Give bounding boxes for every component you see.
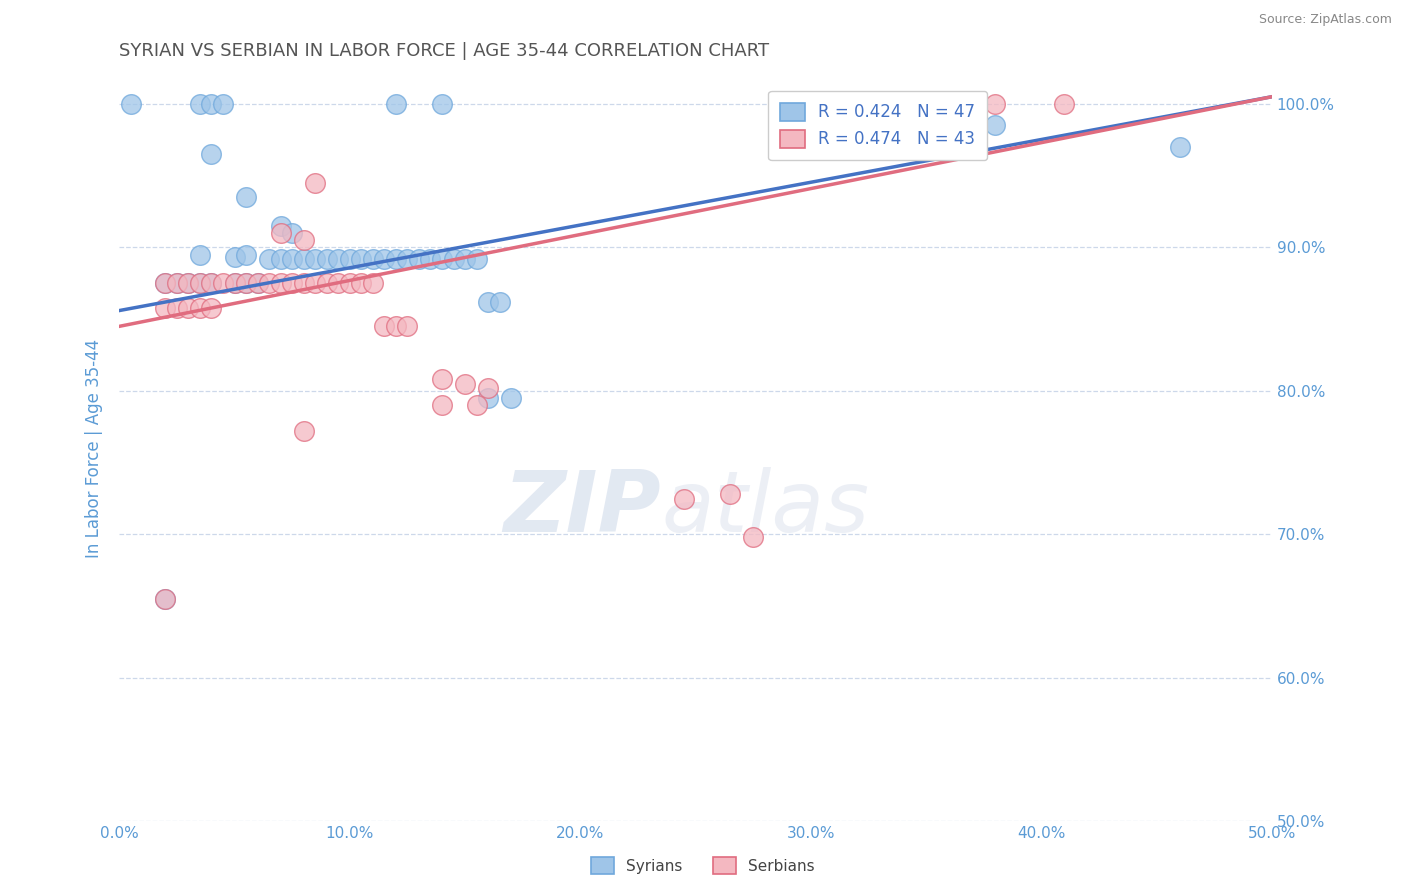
Point (270, 219, 292, 233)
Point (235, 247, 257, 261)
Point (166, 277, 188, 291)
Point (200, 301, 222, 315)
Point (281, 277, 304, 291)
Point (155, 592, 177, 607)
Point (292, 424, 315, 438)
Point (200, 277, 222, 291)
Point (501, 391, 523, 405)
Point (673, 491, 696, 506)
Point (155, 277, 177, 291)
Point (212, 96, 235, 111)
Point (477, 381, 499, 395)
Point (188, 277, 211, 291)
Point (315, 277, 337, 291)
Point (120, 96, 142, 111)
Point (188, 277, 211, 291)
Point (430, 96, 453, 111)
Point (292, 252, 315, 266)
Point (246, 277, 269, 291)
Point (718, 487, 741, 501)
Point (328, 252, 350, 266)
Point (224, 251, 246, 265)
Point (270, 252, 292, 266)
Point (188, 247, 211, 261)
Point (1053, 96, 1076, 111)
Point (212, 277, 235, 291)
Point (200, 96, 222, 111)
Legend: Syrians, Serbians: Syrians, Serbians (585, 851, 821, 880)
Point (155, 301, 177, 315)
Point (155, 277, 177, 291)
Legend: R = 0.424   N = 47, R = 0.474   N = 43: R = 0.424 N = 47, R = 0.474 N = 43 (768, 91, 987, 160)
Point (465, 252, 488, 266)
Point (385, 96, 408, 111)
Point (188, 96, 211, 111)
Point (361, 252, 384, 266)
Point (235, 277, 257, 291)
Point (443, 252, 465, 266)
Point (292, 233, 315, 247)
Point (984, 119, 1007, 133)
Point (361, 277, 384, 291)
Point (224, 277, 246, 291)
Point (430, 252, 453, 266)
Point (155, 592, 177, 607)
Point (373, 252, 395, 266)
Point (419, 252, 441, 266)
Point (177, 277, 200, 291)
Point (304, 176, 326, 190)
Point (281, 252, 304, 266)
Point (1168, 140, 1191, 154)
Point (430, 398, 453, 412)
Text: atlas: atlas (661, 467, 869, 549)
Point (281, 226, 304, 240)
Point (396, 319, 419, 334)
Point (328, 277, 350, 291)
Point (339, 252, 361, 266)
Point (270, 277, 292, 291)
Point (257, 277, 280, 291)
Point (488, 295, 510, 310)
Point (339, 277, 361, 291)
Point (315, 252, 337, 266)
Point (235, 277, 257, 291)
Point (430, 372, 453, 386)
Point (177, 277, 200, 291)
Point (465, 398, 488, 412)
Point (304, 252, 326, 266)
Text: Source: ZipAtlas.com: Source: ZipAtlas.com (1258, 13, 1392, 27)
Point (477, 295, 499, 310)
Y-axis label: In Labor Force | Age 35-44: In Labor Force | Age 35-44 (86, 339, 103, 558)
Point (350, 252, 373, 266)
Point (984, 96, 1007, 111)
Point (304, 277, 326, 291)
Point (385, 252, 408, 266)
Point (396, 252, 419, 266)
Point (200, 277, 222, 291)
Text: ZIP: ZIP (503, 467, 661, 549)
Point (292, 277, 315, 291)
Point (246, 277, 269, 291)
Point (177, 301, 200, 315)
Point (373, 319, 395, 334)
Point (454, 376, 477, 391)
Point (350, 277, 373, 291)
Point (408, 252, 430, 266)
Point (188, 301, 211, 315)
Point (270, 226, 292, 240)
Point (385, 319, 408, 334)
Point (200, 147, 222, 161)
Text: SYRIAN VS SERBIAN IN LABOR FORCE | AGE 35-44 CORRELATION CHART: SYRIAN VS SERBIAN IN LABOR FORCE | AGE 3… (120, 42, 769, 60)
Point (257, 252, 280, 266)
Point (166, 301, 188, 315)
Point (742, 530, 765, 544)
Point (454, 252, 477, 266)
Point (235, 190, 257, 204)
Point (224, 277, 246, 291)
Point (166, 277, 188, 291)
Point (477, 391, 499, 405)
